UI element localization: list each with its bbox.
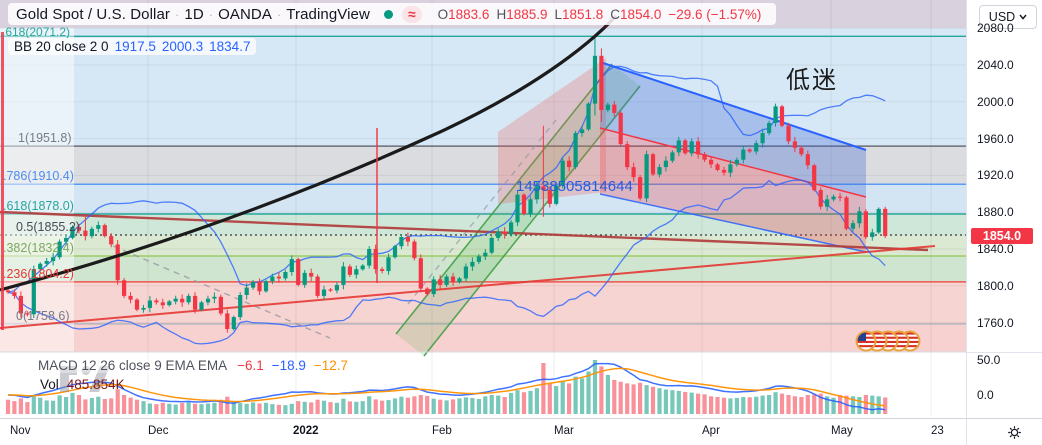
- symbol-title-row[interactable]: Gold Spot / U.S. Dollar · 1D · OANDA · T…: [8, 3, 777, 25]
- time-tick: Dec: [148, 425, 169, 437]
- svg-text:0(1758.6): 0(1758.6): [16, 309, 70, 323]
- price-tick: 2080.0: [977, 21, 1014, 35]
- axis-corner: [966, 418, 1042, 445]
- subpane-tick: 50.0: [977, 353, 1001, 367]
- price-tick: 1760.0: [977, 316, 1014, 330]
- bb-basis-value: 1917.5: [114, 39, 156, 54]
- exchange-label[interactable]: OANDA: [218, 5, 272, 23]
- chart-canvas[interactable]: 1(1951.8) .786(1910.4) .618(1878.0) 0.5(185…: [0, 0, 966, 418]
- chevron-down-icon: [1019, 14, 1027, 20]
- title-separator: ·: [276, 6, 282, 22]
- title-separator: ·: [175, 6, 180, 22]
- chart-header-strip: Gold Spot / U.S. Dollar · 1D · OANDA · T…: [0, 0, 966, 28]
- svg-text:.786(1910.4): .786(1910.4): [3, 169, 74, 183]
- svg-text:1(1951.8): 1(1951.8): [18, 131, 72, 145]
- tradingview-watermark-icon: [60, 366, 110, 392]
- time-tick: May: [831, 425, 853, 437]
- change-value: −29.6 (−1.57%): [668, 6, 762, 22]
- time-tick: 23: [931, 425, 944, 437]
- macd-label-row[interactable]: MACD 12 26 close 9 EMA EMA −6.1 −18.9 −12.7: [38, 358, 349, 373]
- time-tick: Feb: [432, 425, 452, 437]
- price-tick: 1920.0: [977, 168, 1014, 182]
- gear-settings-icon[interactable]: [1006, 424, 1023, 445]
- price-tick: 1880.0: [977, 205, 1014, 219]
- time-tick: Apr: [702, 425, 720, 437]
- bollinger-label-row[interactable]: BB 20 close 2 0 1917.5 2000.3 1834.7: [8, 38, 257, 55]
- price-chart-svg[interactable]: 1(1951.8) .786(1910.4) .618(1878.0) 0.5(185…: [0, 0, 966, 418]
- price-tick: 1800.0: [977, 279, 1014, 293]
- number-annotation[interactable]: 14538505814644: [516, 178, 633, 195]
- time-tick: 2022: [293, 425, 319, 437]
- time-axis[interactable]: Nov Dec 2022 Feb Mar Apr May 23: [0, 418, 966, 445]
- usd-flags-icon: [855, 330, 921, 352]
- platform-label: TradingView: [286, 5, 370, 23]
- bb-lower-value: 1834.7: [209, 39, 251, 54]
- interval-label[interactable]: 1D: [184, 5, 204, 23]
- bb-upper-value: 2000.3: [161, 39, 204, 54]
- macd-signal-value: −12.7: [313, 358, 349, 373]
- svg-text:.382(1832.4): .382(1832.4): [3, 241, 74, 255]
- subpane-tick: 0.0: [977, 388, 994, 402]
- fib-extension-label: .618(2071.2): [2, 25, 71, 39]
- slump-annotation[interactable]: 低迷: [786, 67, 838, 94]
- last-price-badge: 1854.0: [971, 228, 1033, 244]
- price-tick: 1840.0: [977, 242, 1014, 256]
- market-status-dot-icon: [383, 9, 393, 19]
- time-tick: Mar: [554, 425, 574, 437]
- macd-hist-value: −6.1: [237, 358, 264, 373]
- price-tick: 1960.0: [977, 132, 1014, 146]
- price-tick: 2040.0: [977, 58, 1014, 72]
- currency-dropdown[interactable]: USD: [979, 5, 1037, 29]
- svg-text:.618(1878.0): .618(1878.0): [3, 199, 74, 213]
- price-axis[interactable]: USD 2080.0 2040.0 2000.0 1960.0 1920.0 1880.0…: [966, 0, 1042, 418]
- price-tick: 2000.0: [977, 95, 1014, 109]
- svg-text:0.5(1855.2): 0.5(1855.2): [16, 220, 80, 234]
- title-separator: ·: [208, 6, 214, 22]
- ohlc-readout: O1883.6 H1885.9 L1851.8 C1854.0 −29.6 (−1.57…: [437, 6, 762, 22]
- time-tick: Nov: [10, 425, 31, 437]
- volume-label-row[interactable]: Vol 485.854K: [40, 377, 125, 392]
- macd-line-value: −18.9: [271, 358, 306, 373]
- symbol-title[interactable]: Gold Spot / U.S. Dollar: [16, 5, 171, 23]
- volume-value: 485.854K: [66, 377, 125, 392]
- approx-data-icon[interactable]: ≈: [401, 5, 422, 23]
- svg-text:.236(1804.2): .236(1804.2): [3, 267, 74, 281]
